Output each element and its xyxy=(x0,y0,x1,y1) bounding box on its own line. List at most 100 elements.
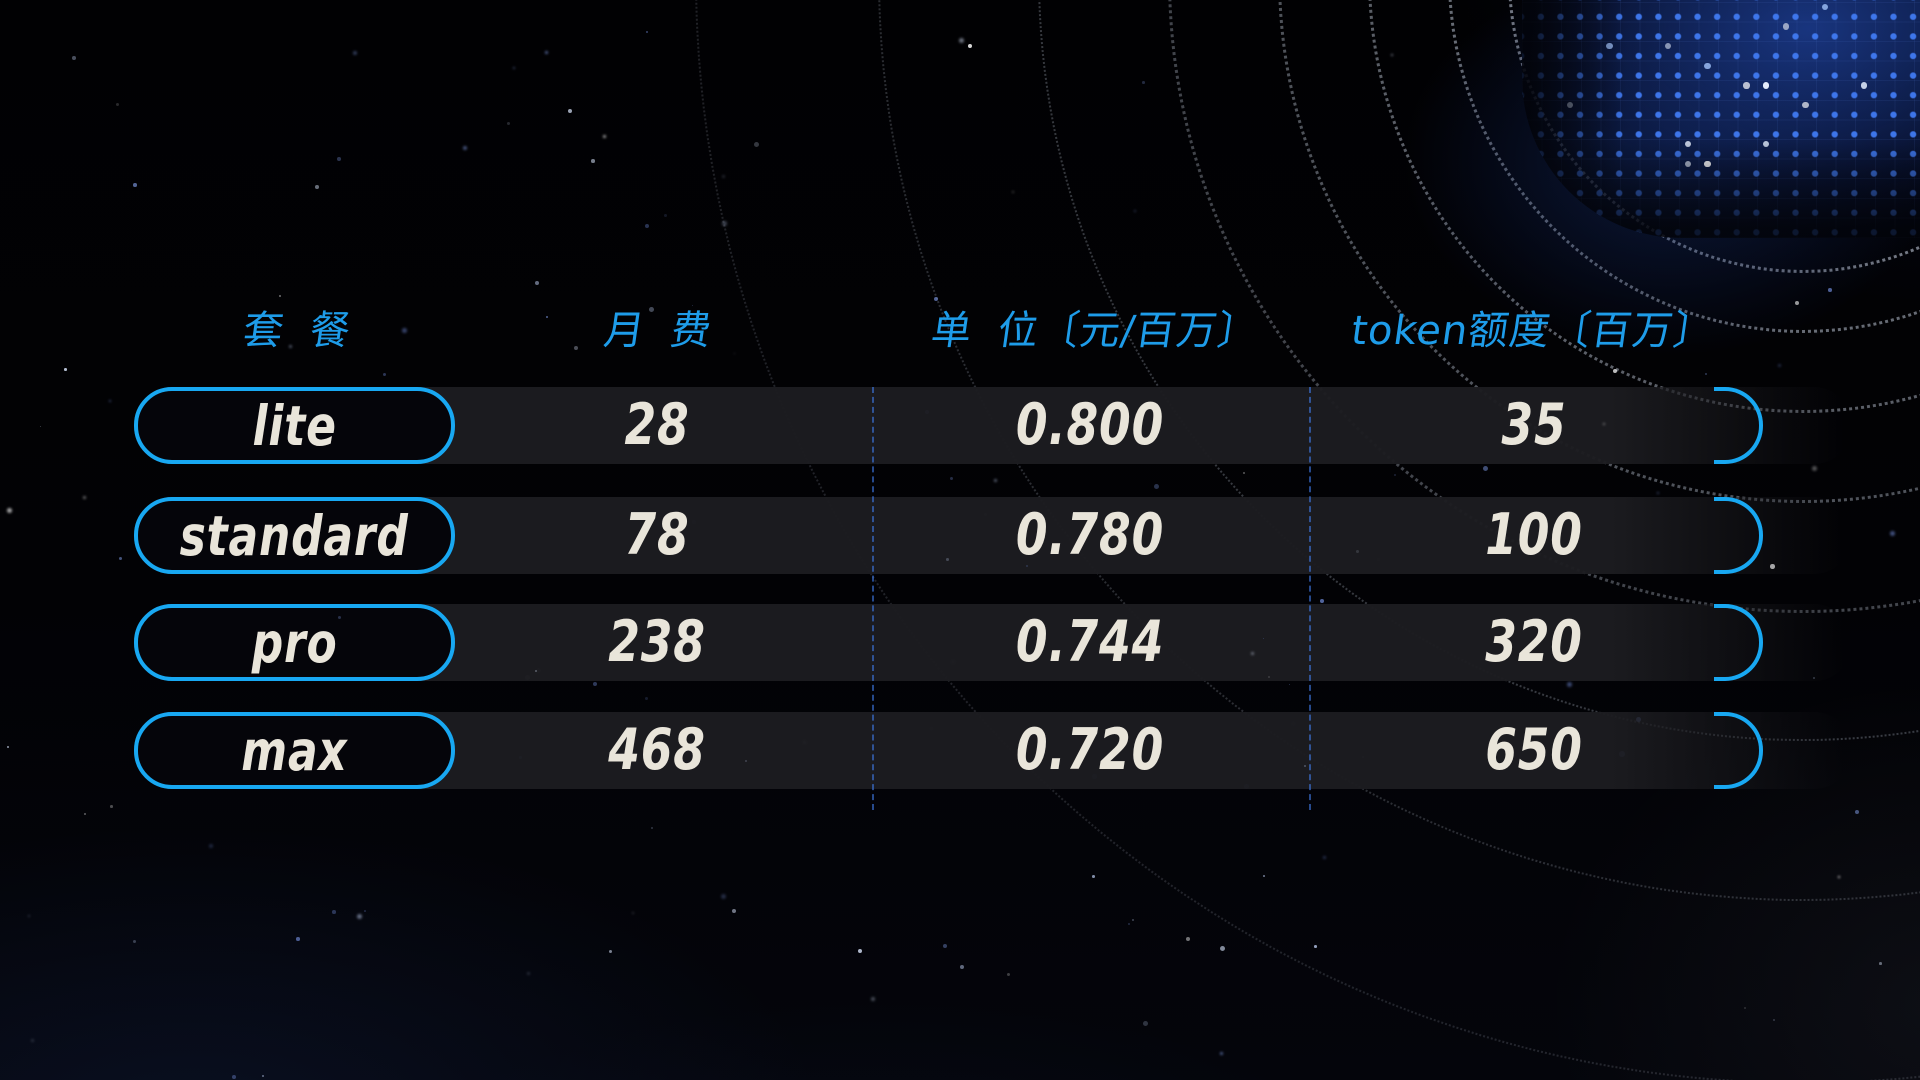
decor-star xyxy=(721,894,726,899)
decor-star xyxy=(1012,191,1014,193)
decor-star xyxy=(337,157,341,161)
decor-star xyxy=(1855,810,1860,815)
decor-grid-sparkle xyxy=(1704,160,1711,167)
decor-star xyxy=(645,697,648,700)
decor-star xyxy=(593,682,598,687)
decor-star xyxy=(858,949,863,954)
cell-unit-price: 0.744 xyxy=(1015,609,1165,675)
decor-star xyxy=(209,844,214,849)
cell-token-quota: 650 xyxy=(1485,717,1583,783)
decor-star xyxy=(1314,945,1317,948)
plan-pill-pro[interactable]: pro xyxy=(134,604,455,681)
decor-star xyxy=(1812,466,1818,472)
decor-star xyxy=(84,813,87,816)
decor-star xyxy=(1142,81,1145,84)
decor-star xyxy=(1007,973,1010,976)
decor-star xyxy=(1483,466,1488,471)
plan-pill-lite[interactable]: lite xyxy=(134,387,455,464)
decor-grid-sparkle xyxy=(1763,82,1770,89)
cell-monthly-fee: 468 xyxy=(608,717,706,783)
decor-star xyxy=(632,912,635,915)
decor-star xyxy=(64,368,67,371)
decor-star xyxy=(1220,946,1226,952)
table-row-max: max 468 0.720 650 xyxy=(0,712,1920,789)
header-monthly-fee: 月 费 xyxy=(600,308,716,354)
decor-grid-sparkle xyxy=(1567,101,1574,109)
decor-star xyxy=(645,224,649,228)
decor-star xyxy=(133,183,137,187)
decor-star xyxy=(959,38,964,43)
decor-star xyxy=(1567,682,1572,687)
table-row-pro: pro 238 0.744 320 xyxy=(0,604,1920,681)
header-unit-price: 单 位〔元/百万〕 xyxy=(928,308,1262,354)
table-row-lite: lite 28 0.800 35 xyxy=(0,387,1920,464)
cell-token-quota: 35 xyxy=(1501,392,1567,458)
decor-grid-sparkle xyxy=(1704,62,1711,69)
decor-star xyxy=(603,135,606,138)
decor-star xyxy=(133,940,137,944)
decor-grid-sparkle xyxy=(1861,82,1868,89)
decor-star xyxy=(72,56,76,60)
decor-star xyxy=(1092,875,1095,878)
plan-label: standard xyxy=(179,503,410,568)
decor-star xyxy=(463,146,468,151)
decor-star xyxy=(28,915,30,917)
decor-star xyxy=(1128,923,1131,926)
plan-pill-standard[interactable]: standard xyxy=(134,497,455,574)
decor-star xyxy=(357,914,363,920)
cell-unit-price: 0.780 xyxy=(1015,502,1165,568)
column-divider-dashed xyxy=(1309,387,1311,810)
table-row-standard: standard 78 0.780 100 xyxy=(0,497,1920,574)
decor-star xyxy=(1289,684,1291,686)
decor-star xyxy=(722,221,727,226)
decor-star xyxy=(535,281,540,286)
decor-star xyxy=(527,972,531,976)
decor-grid-sparkle xyxy=(1743,82,1750,89)
decor-grid-sparkle xyxy=(1684,141,1691,148)
decor-star xyxy=(315,185,319,189)
table-header-row: 套 餐 月 费 单 位〔元/百万〕 token额度〔百万〕 xyxy=(0,303,1920,359)
decor-star xyxy=(1220,1052,1224,1056)
cell-token-quota: 100 xyxy=(1485,502,1583,568)
decor-star xyxy=(296,937,300,941)
decor-star xyxy=(651,827,654,830)
decor-star xyxy=(279,295,282,298)
decor-star xyxy=(1320,599,1324,603)
cell-monthly-fee: 28 xyxy=(624,392,690,458)
decor-star xyxy=(332,910,336,914)
decor-star xyxy=(591,159,595,163)
header-token-quota: token额度〔百万〕 xyxy=(1348,308,1718,354)
decor-star xyxy=(1657,492,1660,495)
decor-grid-sparkle xyxy=(1821,3,1829,11)
plan-label: lite xyxy=(252,393,337,458)
decor-star xyxy=(871,997,876,1002)
decor-grid-sparkle xyxy=(1704,160,1711,167)
decor-star xyxy=(1744,1007,1746,1009)
decor-star xyxy=(116,103,119,106)
decor-star xyxy=(364,910,366,912)
decor-star xyxy=(1394,474,1396,476)
decor-star xyxy=(262,1075,265,1078)
decor-star xyxy=(943,944,948,949)
decor-star xyxy=(545,51,548,54)
decor-star xyxy=(646,31,649,34)
decor-star xyxy=(110,805,113,808)
decor-star xyxy=(31,1039,34,1042)
decor-star xyxy=(1838,876,1841,879)
decor-grid-sparkle xyxy=(1782,23,1789,30)
decor-star xyxy=(1243,472,1245,474)
decor-star xyxy=(383,373,386,376)
decor-star xyxy=(1134,210,1136,212)
decor-star xyxy=(568,109,573,114)
decor-star xyxy=(1154,484,1159,489)
plan-pill-max[interactable]: max xyxy=(134,712,455,789)
decor-grid-sparkle xyxy=(1606,43,1613,50)
decor-star xyxy=(507,122,510,125)
cell-monthly-fee: 238 xyxy=(608,609,706,675)
decor-star xyxy=(994,479,998,483)
plan-label: max xyxy=(241,718,348,783)
decor-star xyxy=(513,67,516,70)
decor-star xyxy=(934,297,938,301)
decor-grid-sparkle xyxy=(1665,43,1672,50)
